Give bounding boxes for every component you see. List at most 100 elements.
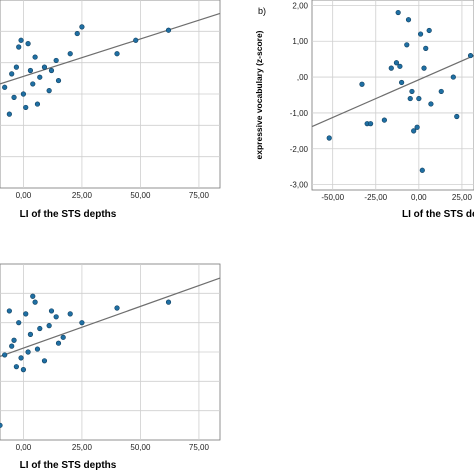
data-point [20, 91, 27, 97]
data-point [467, 52, 474, 59]
data-point [20, 367, 27, 373]
gridlines-c [0, 264, 220, 440]
data-point [16, 320, 22, 326]
data-point [13, 364, 19, 370]
data-point [381, 117, 387, 123]
data-point [359, 81, 365, 87]
data-points-a [2, 24, 172, 117]
y-axis-label-b: expressive vocabulary (z-score) [254, 30, 264, 159]
data-point [165, 27, 172, 33]
data-point [9, 343, 15, 349]
x-tick-label: 25,00 [72, 443, 93, 452]
data-point [32, 54, 38, 60]
data-point [67, 311, 73, 317]
data-points-b [326, 9, 474, 173]
data-point [55, 340, 62, 346]
x-tick-label: 50,00 [130, 443, 151, 452]
plot-area-b [311, 0, 474, 191]
data-point [60, 334, 66, 340]
data-point [326, 135, 332, 141]
data-point [74, 30, 80, 37]
x-tick-label: 0,00 [16, 443, 32, 452]
x-tick-label: 25,00 [452, 193, 473, 202]
data-point [53, 57, 59, 64]
data-point [46, 88, 52, 94]
data-point [34, 346, 41, 352]
data-point [11, 94, 17, 100]
x-tick-label: 0,00 [411, 193, 427, 202]
fit-line-b [311, 55, 474, 128]
x-tick-labels-c: 0,00 25,00 50,00 75,00 [16, 443, 210, 452]
data-point [25, 41, 31, 47]
data-point [6, 111, 12, 117]
x-axis-label-a: LI of the STS depths [20, 209, 117, 220]
data-point [27, 331, 34, 338]
y-tick-label: ,00 [297, 73, 309, 82]
data-point [2, 84, 8, 90]
x-tick-labels-a: 0,00 25,00 50,00 75,00 [16, 191, 210, 200]
x-axis-label-c: LI of the STS depths [20, 460, 117, 471]
data-point [438, 88, 444, 95]
data-point [419, 167, 425, 173]
data-point [48, 308, 55, 314]
data-point [426, 27, 432, 34]
data-point [404, 42, 410, 48]
x-tick-label: 25,00 [72, 191, 93, 200]
data-point [428, 101, 434, 107]
data-point [13, 64, 19, 70]
y-tick-label: -1,00 [290, 109, 309, 118]
data-point [133, 37, 139, 43]
fit-line-c [0, 277, 221, 357]
panel-label-b: b) [258, 6, 266, 16]
data-point [388, 65, 394, 71]
y-tick-label: -2,00 [290, 145, 309, 154]
data-point [2, 352, 8, 358]
data-point [0, 422, 3, 428]
data-point [23, 104, 29, 111]
data-point [367, 121, 374, 127]
x-tick-label: -50,00 [321, 193, 344, 202]
x-tick-label: 75,00 [189, 191, 210, 200]
y-tick-labels-b: 2,00 1,00 ,00 -1,00 -2,00 -3,00 [290, 1, 309, 189]
data-point [450, 74, 456, 80]
data-point [23, 311, 29, 317]
x-tick-label: 75,00 [189, 443, 210, 452]
data-point [41, 64, 48, 70]
scatter-panel-b: b) -50,00 -25,00 0,00 25,00 2,00 1,00 ,00 -1,0… [254, 0, 474, 220]
data-point [46, 323, 52, 329]
data-point [417, 31, 424, 37]
data-point [67, 51, 73, 57]
data-point [79, 24, 85, 30]
x-tick-labels-b: -50,00 -25,00 0,00 25,00 [321, 193, 472, 202]
data-point [48, 67, 55, 74]
data-point [407, 95, 413, 102]
data-point [9, 71, 15, 77]
data-point [165, 299, 172, 305]
data-point [34, 101, 41, 107]
gridlines-a [0, 0, 220, 188]
data-point [25, 349, 31, 355]
data-point [397, 63, 403, 69]
data-point [11, 337, 17, 343]
data-point [55, 77, 62, 84]
data-point [41, 358, 48, 364]
data-point [454, 113, 460, 120]
data-point [416, 95, 422, 102]
data-point [16, 44, 22, 50]
data-point [30, 81, 36, 87]
gridlines-b [312, 0, 474, 190]
x-axis-label-b: LI of the STS de [402, 209, 474, 220]
y-tick-label: 2,00 [292, 1, 308, 10]
data-point [6, 308, 12, 314]
data-point [114, 305, 120, 311]
data-point [399, 79, 405, 86]
data-point [421, 65, 427, 71]
data-point [18, 37, 24, 43]
data-points-c [0, 293, 172, 428]
data-point [30, 293, 36, 299]
fit-line-a [0, 12, 221, 85]
x-tick-label: 0,00 [16, 191, 32, 200]
data-point [32, 299, 38, 305]
data-point [395, 9, 401, 16]
